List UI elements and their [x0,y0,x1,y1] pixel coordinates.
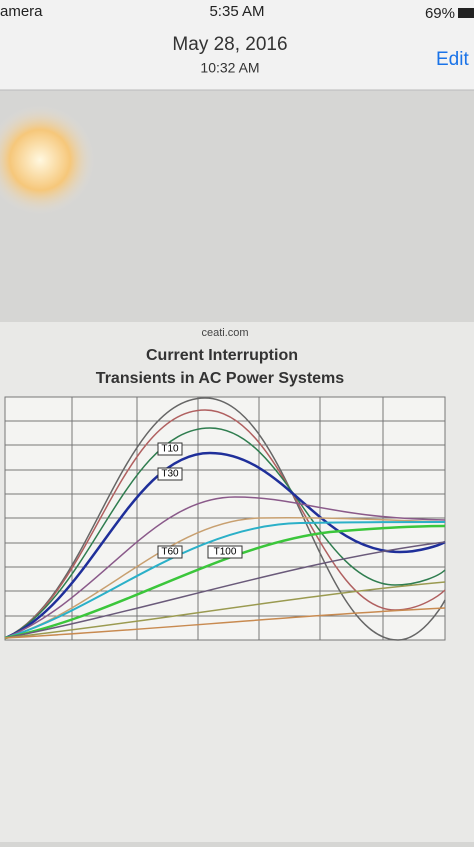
curves [4,397,446,641]
header-bg [0,0,474,90]
curve-label: T60 [161,547,179,558]
grid [4,396,446,641]
curve-label: T10 [161,444,179,455]
battery-icon [458,8,474,18]
carrier: amera [0,3,43,20]
edit-button[interactable]: Edit [436,49,469,70]
curve-label: T30 [161,469,179,480]
chart-title: Transients in AC Power Systems [96,370,344,387]
clock: 5:35 AM [209,3,264,20]
note-time: 10:32 AM [200,60,259,76]
note-date: May 28, 2016 [172,34,287,55]
curve-label: T100 [214,547,237,558]
glare [0,105,95,215]
image-source: ceati.com [201,327,248,339]
curve-labels: T10 T30 T60 T100 [157,442,243,559]
battery: 69% [425,5,455,22]
chart-title: Current Interruption [146,347,298,364]
